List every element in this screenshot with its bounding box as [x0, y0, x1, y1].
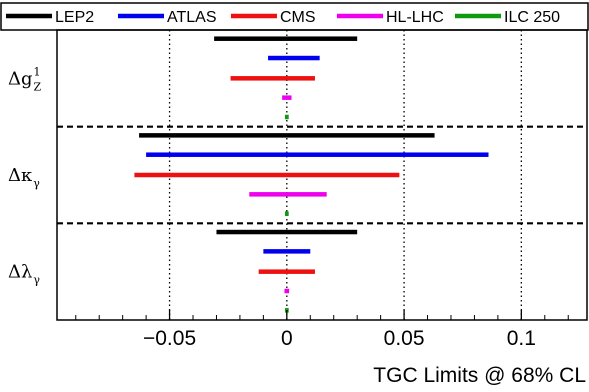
interval-bar-lep2: [139, 133, 435, 138]
interval-bars: [134, 36, 489, 313]
interval-bar-ilc-250: [284, 114, 289, 120]
interval-bar-lep2: [216, 229, 358, 235]
x-tick-label: 0: [281, 327, 293, 350]
interval-bar-hl-lhc: [284, 288, 290, 294]
parameter-label: Δg: [8, 68, 33, 89]
x-tick-label: 0.05: [384, 327, 425, 350]
parameter-label: Δλ: [8, 262, 32, 283]
interval-bar-cms: [134, 172, 400, 178]
legend-label: CMS: [280, 9, 316, 26]
interval-bar-atlas: [268, 55, 320, 61]
group-separators: [57, 125, 587, 225]
legend: LEP2 ATLAS CMS HL-LHC ILC 250: [0, 2, 589, 31]
x-axis-title: TGC Limits @ 68% CL: [373, 364, 586, 387]
x-tick-label: −0.05: [143, 327, 196, 350]
legend-label: HL-LHC: [386, 9, 444, 26]
interval-bar-atlas: [263, 249, 311, 254]
plot-frame: [56, 29, 588, 321]
parameter-label-subscript: Z: [34, 80, 42, 93]
interval-bar-lep2: [214, 36, 358, 41]
parameter-label-superscript: 1: [34, 65, 41, 78]
interval-bar-ilc-250: [284, 211, 289, 216]
interval-bar-atlas: [146, 152, 489, 157]
parameter-label-subscript: γ: [33, 177, 40, 190]
legend-label: ATLAS: [167, 9, 217, 26]
interval-bar-hl-lhc: [249, 192, 327, 197]
legend-label: LEP2: [55, 9, 94, 26]
interval-bar-cms: [230, 76, 315, 81]
parameter-label-subscript: γ: [33, 274, 40, 287]
x-tick-label: 0.1: [507, 327, 536, 350]
x-axis: −0.05 0 0.05 0.1: [75, 310, 569, 350]
parameter-label: Δκ: [8, 165, 33, 186]
interval-bar-cms: [258, 269, 315, 274]
interval-bar-hl-lhc: [282, 95, 292, 100]
legend-label: ILC 250: [504, 9, 560, 26]
